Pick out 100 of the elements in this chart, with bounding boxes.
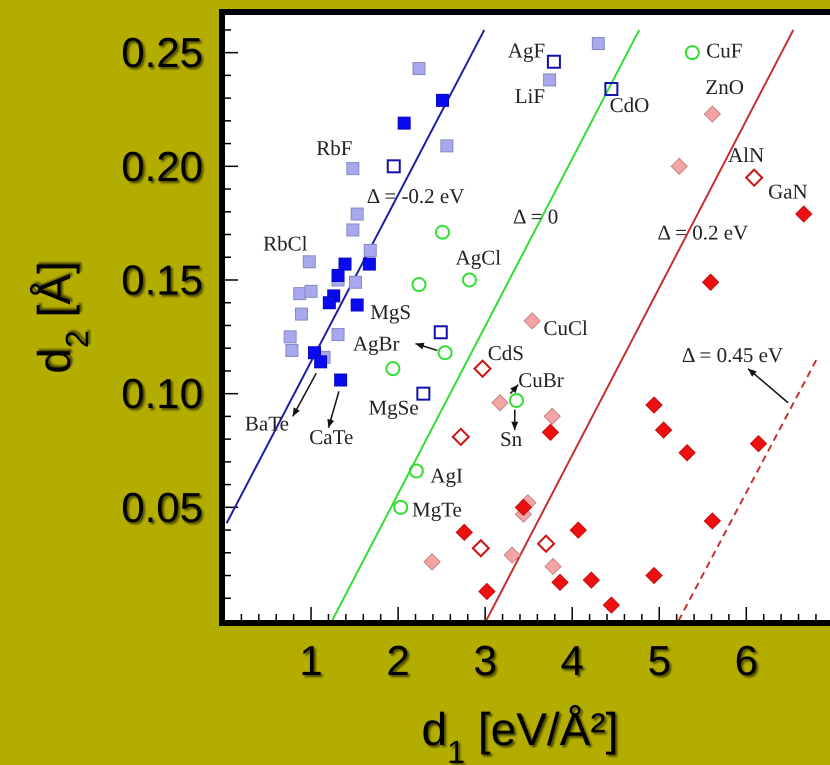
point — [704, 106, 721, 123]
annotation: AlN — [728, 143, 764, 168]
annotation: Δ = 0.45 eV — [682, 343, 784, 368]
x-axis-title: d$_{1}$ [eV/Å²] — [422, 703, 618, 765]
point — [346, 223, 360, 236]
point — [348, 276, 362, 289]
annotation: CaTe — [309, 424, 354, 449]
x-tick-label: 6 — [734, 637, 758, 684]
point — [386, 159, 401, 174]
point — [604, 82, 618, 96]
point — [678, 444, 696, 462]
point — [408, 463, 424, 478]
point — [362, 258, 376, 271]
point — [542, 424, 559, 441]
point — [332, 328, 345, 342]
point — [456, 524, 473, 541]
point — [684, 45, 700, 60]
point — [478, 582, 496, 600]
point — [670, 158, 688, 175]
y-tick-label: 0.10 — [121, 370, 203, 418]
x-tick-label: 3 — [473, 637, 497, 684]
point — [543, 73, 556, 86]
point — [795, 206, 812, 223]
annotation: CdO — [610, 93, 650, 118]
annotation: CuCl — [543, 316, 588, 340]
annotation: MgTe — [412, 498, 462, 522]
point — [350, 208, 364, 221]
point — [537, 534, 556, 553]
y-tick-label: 0.25 — [121, 29, 203, 76]
point — [546, 54, 561, 69]
point — [424, 553, 441, 570]
annotation: AgI — [430, 464, 463, 488]
y-tick-label: 0.05 — [121, 484, 203, 531]
point — [294, 308, 308, 321]
point — [570, 522, 587, 539]
annotation: LiF — [514, 84, 546, 108]
point — [314, 355, 328, 368]
point — [592, 37, 605, 50]
annotation: RbF — [316, 136, 352, 160]
point — [544, 558, 562, 575]
point — [750, 435, 767, 452]
point — [416, 386, 430, 401]
point — [544, 408, 561, 425]
point — [646, 396, 663, 414]
point — [285, 344, 298, 357]
point — [602, 596, 620, 614]
point — [304, 284, 318, 298]
x-tick-label: 2 — [386, 637, 410, 684]
point — [582, 572, 600, 589]
annotation: CuF — [706, 38, 742, 62]
point — [434, 325, 448, 340]
point — [334, 374, 348, 387]
point — [462, 272, 477, 288]
x-tick-label: 5 — [648, 637, 671, 684]
annotation: AgCl — [456, 245, 502, 270]
point — [350, 298, 364, 312]
annotation: Δ = -0.2 eV — [366, 184, 464, 208]
point — [704, 512, 721, 530]
annotation: MgS — [370, 300, 412, 324]
point — [302, 255, 316, 268]
point — [385, 361, 400, 376]
x-tick-label: 4 — [560, 637, 584, 684]
point — [474, 360, 492, 378]
point — [338, 258, 352, 271]
point — [655, 422, 672, 439]
y-tick-label: 0.15 — [121, 256, 203, 304]
point — [364, 244, 377, 257]
y-tick-label: 0.20 — [121, 142, 203, 190]
annotation: GaN — [768, 179, 808, 204]
annotation: CdS — [488, 340, 524, 365]
point — [434, 224, 450, 240]
annotation: AgBr — [352, 332, 400, 356]
point — [524, 312, 541, 330]
point — [472, 539, 490, 558]
point — [438, 345, 453, 360]
point — [646, 567, 663, 584]
annotation: CuBr — [518, 368, 564, 392]
point — [284, 330, 297, 344]
point — [411, 277, 426, 292]
point — [393, 500, 408, 515]
x-tick-label: 1 — [299, 637, 323, 684]
point — [332, 268, 345, 282]
point — [346, 162, 360, 176]
point — [745, 168, 764, 187]
point — [504, 546, 521, 564]
annotation: MgSe — [368, 395, 419, 420]
point — [491, 394, 508, 412]
point — [293, 287, 306, 300]
point — [440, 139, 454, 152]
annotation: ZnO — [705, 74, 744, 99]
annotation: Δ = 0 — [513, 204, 558, 228]
point — [702, 274, 720, 291]
point — [552, 574, 569, 591]
annotation: RbCl — [263, 232, 308, 256]
annotation: Sn — [500, 427, 523, 452]
point — [398, 116, 411, 130]
point — [436, 94, 449, 107]
point — [322, 296, 336, 310]
point — [452, 428, 470, 446]
point — [412, 62, 426, 76]
